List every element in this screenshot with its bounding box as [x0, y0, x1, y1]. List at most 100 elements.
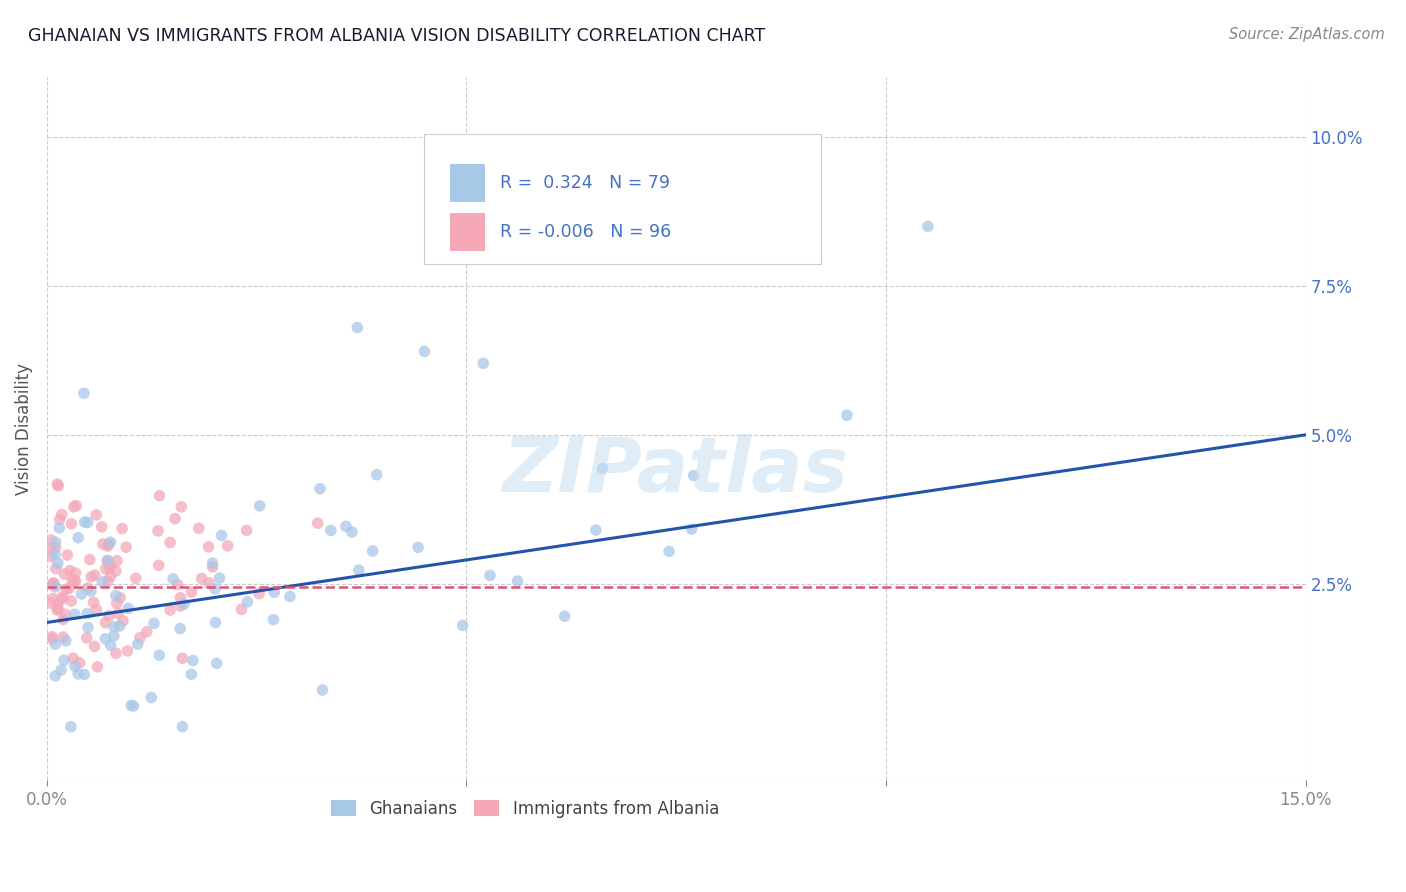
Point — [90, 520, 112, 534]
Point — [42, 576, 65, 591]
Point — [143, 616, 166, 631]
Point — [42, 576, 65, 591]
Point — [340, 524, 363, 539]
Point — [76, 607, 98, 621]
Point — [55, 633, 77, 648]
Point — [46, 603, 69, 617]
Point — [98, 561, 121, 575]
Point — [108, 619, 131, 633]
Point — [111, 522, 134, 536]
Point — [83, 568, 105, 582]
Point — [73, 386, 96, 401]
Point — [80, 570, 103, 584]
FancyBboxPatch shape — [450, 212, 485, 252]
Point — [41, 630, 63, 644]
Point — [169, 591, 191, 605]
Point — [63, 607, 86, 622]
Point — [198, 575, 221, 590]
Point — [346, 320, 368, 334]
Point — [91, 574, 114, 589]
Point — [59, 564, 82, 578]
Point — [65, 574, 87, 588]
Point — [41, 578, 63, 592]
Point — [307, 516, 329, 531]
Point — [53, 567, 76, 582]
Point — [917, 219, 939, 234]
Point — [472, 356, 495, 370]
Point — [235, 524, 257, 538]
Point — [44, 580, 66, 594]
FancyBboxPatch shape — [425, 134, 821, 264]
Point — [41, 632, 63, 646]
Point — [60, 516, 83, 531]
Point — [67, 531, 90, 545]
Point — [335, 519, 357, 533]
Point — [163, 511, 186, 525]
Point — [45, 541, 67, 555]
Text: R =  0.324   N = 79: R = 0.324 N = 79 — [501, 174, 671, 192]
Point — [170, 500, 193, 514]
Point — [129, 631, 152, 645]
Point — [451, 618, 474, 632]
Point — [681, 522, 703, 536]
Y-axis label: Vision Disability: Vision Disability — [15, 363, 32, 495]
Point — [76, 516, 98, 530]
Point — [65, 499, 87, 513]
Point — [60, 574, 83, 588]
Point — [366, 467, 388, 482]
Point — [63, 659, 86, 673]
Point — [62, 500, 84, 514]
Point — [42, 591, 65, 606]
Point — [97, 539, 120, 553]
Point — [46, 602, 69, 616]
Point — [44, 637, 66, 651]
Text: GHANAIAN VS IMMIGRANTS FROM ALBANIA VISION DISABILITY CORRELATION CHART: GHANAIAN VS IMMIGRANTS FROM ALBANIA VISI… — [28, 27, 765, 45]
Point — [187, 521, 209, 535]
Point — [86, 602, 108, 616]
Point — [204, 582, 226, 596]
Point — [201, 559, 224, 574]
Point — [309, 482, 332, 496]
Point — [80, 584, 103, 599]
Point — [63, 574, 86, 589]
Point — [69, 656, 91, 670]
Point — [94, 615, 117, 630]
Point — [148, 489, 170, 503]
Point — [48, 512, 70, 526]
Point — [103, 629, 125, 643]
Point — [115, 540, 138, 554]
Point — [105, 554, 128, 568]
Point — [658, 544, 681, 558]
Point — [247, 587, 270, 601]
Point — [94, 632, 117, 646]
Point — [204, 615, 226, 630]
Point — [361, 544, 384, 558]
Point — [104, 564, 127, 578]
Point — [135, 624, 157, 639]
Point — [319, 524, 342, 538]
Point — [77, 621, 100, 635]
Point — [73, 667, 96, 681]
Point — [107, 607, 129, 621]
Point — [76, 631, 98, 645]
Point — [96, 554, 118, 568]
Point — [97, 537, 120, 551]
Point — [108, 591, 131, 605]
Point — [60, 594, 83, 608]
Point — [45, 561, 67, 575]
Point — [77, 581, 100, 595]
Text: Source: ZipAtlas.com: Source: ZipAtlas.com — [1229, 27, 1385, 42]
Point — [51, 592, 73, 607]
Point — [52, 590, 75, 604]
Point — [44, 669, 66, 683]
Point — [59, 720, 82, 734]
Point — [39, 533, 62, 547]
Point — [52, 612, 75, 626]
Point — [190, 572, 212, 586]
Point — [86, 660, 108, 674]
Point — [211, 528, 233, 542]
Point — [105, 646, 128, 660]
Point — [148, 558, 170, 573]
Point — [180, 667, 202, 681]
Point — [181, 654, 204, 668]
